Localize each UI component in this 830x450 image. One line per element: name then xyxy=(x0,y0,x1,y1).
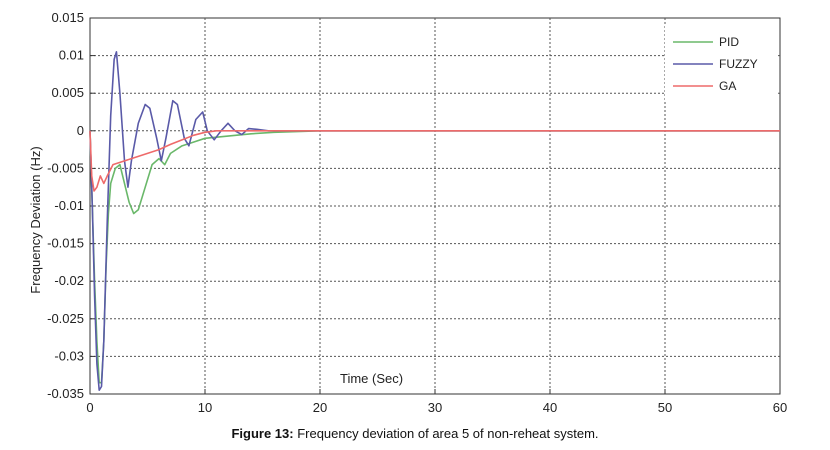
y-tick-label: -0.025 xyxy=(47,311,84,326)
x-tick-label: 0 xyxy=(86,400,93,415)
y-tick-label: 0.005 xyxy=(51,85,84,100)
y-tick-label: -0.035 xyxy=(47,386,84,401)
figure-caption: Figure 13: Frequency deviation of area 5… xyxy=(0,426,830,441)
y-tick-label: -0.03 xyxy=(54,348,84,363)
y-tick-label: 0.015 xyxy=(51,10,84,25)
y-axis-ticks: 0.015 0.01 0.005 0 -0.005 -0.01 -0.015 -0.02 -0.… xyxy=(47,10,95,401)
y-tick-label: -0.015 xyxy=(47,236,84,251)
y-axis-label: Frequency Deviation (Hz) xyxy=(28,146,43,293)
y-tick-label: -0.02 xyxy=(54,273,84,288)
y-tick-label: -0.005 xyxy=(47,160,84,175)
x-tick-label: 50 xyxy=(658,400,672,415)
x-tick-label: 20 xyxy=(313,400,327,415)
caption-text: Frequency deviation of area 5 of non-reh… xyxy=(293,426,599,441)
series-lines xyxy=(89,51,780,392)
y-tick-label: 0.01 xyxy=(59,48,84,63)
caption-label: Figure 13: xyxy=(231,426,294,441)
x-axis-label: Time (Sec) xyxy=(340,371,403,386)
legend: PID FUZZY GA xyxy=(665,26,777,102)
frequency-deviation-chart: 0 10 20 30 40 50 60 0.015 0.01 0.005 0 -0.005 -0.01… xyxy=(28,10,787,415)
y-tick-label: -0.01 xyxy=(54,198,84,213)
legend-label-fuzzy: FUZZY xyxy=(719,57,758,71)
y-tick-label: 0 xyxy=(77,123,84,138)
series-line-ga xyxy=(89,130,780,192)
x-tick-label: 60 xyxy=(773,400,787,415)
x-tick-label: 40 xyxy=(543,400,557,415)
x-tick-label: 10 xyxy=(198,400,212,415)
legend-label-ga: GA xyxy=(719,79,736,93)
legend-label-pid: PID xyxy=(719,35,739,49)
x-tick-label: 30 xyxy=(428,400,442,415)
x-axis-ticks: 0 10 20 30 40 50 60 xyxy=(86,389,787,415)
